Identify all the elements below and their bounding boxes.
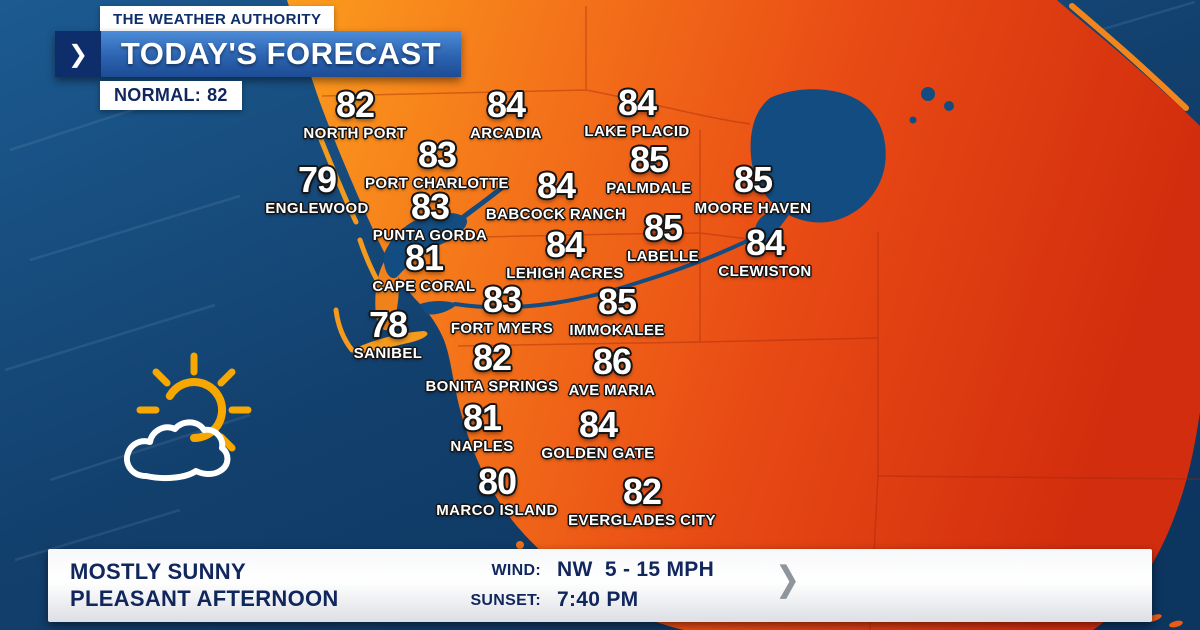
waterways [383, 87, 954, 315]
station-brand-badge: THE WEATHER AUTHORITY [100, 6, 335, 33]
wind-value: NW 5 - 15 MPH [557, 558, 715, 581]
sunset-label: SUNSET: [470, 592, 541, 609]
lake-okeechobee-arm [754, 211, 789, 250]
normal-value: 82 [207, 85, 228, 105]
caloosahatchee-river [453, 235, 757, 310]
normal-temp-badge: NORMAL: 82 [100, 81, 242, 110]
sunset-value: 7:40 PM [557, 588, 639, 611]
peace-river [459, 183, 507, 221]
cloud-outline [124, 419, 231, 482]
conditions-bar: MOSTLY SUNNY PLEASANT AFTERNOON WIND: NW… [48, 549, 1152, 622]
lake-okeechobee [750, 89, 886, 223]
sun-rays [136, 352, 252, 452]
charlotte-harbor [383, 212, 468, 279]
mostly-sunny-icon [112, 352, 257, 507]
wind-label: WIND: [491, 562, 541, 579]
forecast-title: TODAY'S FORECAST [120, 36, 442, 71]
florida-mainland [287, 0, 1200, 630]
caloosahatchee-estuary [420, 301, 458, 315]
forecast-title-banner: ❯ TODAY'S FORECAST [55, 31, 461, 77]
normal-label: NORMAL: [114, 85, 202, 105]
chevron-right-icon: ❯ [775, 560, 801, 599]
condition-line2: PLEASANT AFTERNOON [70, 586, 339, 611]
condition-summary: MOSTLY SUNNY PLEASANT AFTERNOON [70, 558, 339, 612]
sun-circle [165, 378, 227, 442]
chevron-right-icon: ❯ [55, 31, 101, 77]
condition-line1: MOSTLY SUNNY [70, 559, 246, 584]
county-lines [321, 6, 1200, 630]
